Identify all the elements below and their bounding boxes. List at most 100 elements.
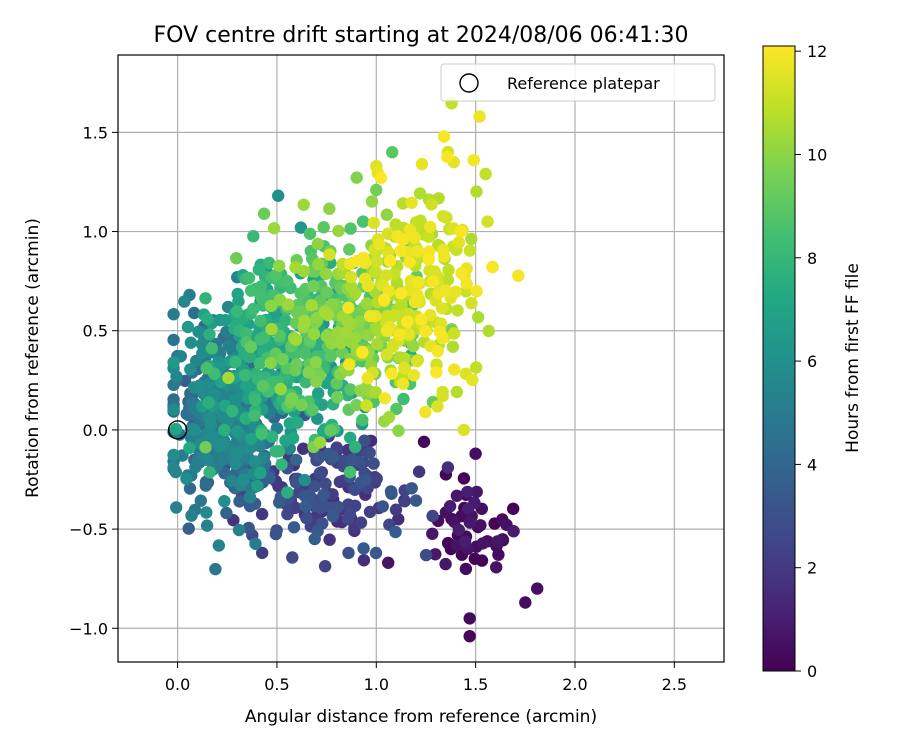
scatter-point (436, 389, 449, 403)
scatter-point (299, 376, 312, 389)
scatter-point (199, 441, 212, 454)
scatter-point (180, 472, 193, 485)
scatter-point (245, 432, 258, 445)
scatter-point (297, 442, 310, 455)
scatter-point (461, 485, 474, 499)
colorbar-tick-label: 4 (807, 455, 817, 474)
scatter-point (169, 422, 183, 436)
scatter-point (490, 561, 503, 574)
scatter-point (463, 612, 476, 625)
scatter-point (183, 482, 197, 495)
scatter-point (297, 198, 310, 211)
scatter-point (167, 356, 180, 369)
scatter-point (324, 424, 337, 437)
y-tick-label: 0.0 (83, 421, 108, 440)
scatter-point (242, 271, 256, 285)
scatter-point (307, 327, 321, 341)
scatter-point (519, 596, 532, 609)
scatter-point (426, 509, 439, 523)
scatter-point (323, 533, 336, 546)
scatter-point (202, 396, 215, 409)
scatter-point (448, 363, 461, 376)
scatter-point (430, 366, 443, 379)
scatter-point (203, 328, 216, 341)
scatter-point (291, 416, 304, 429)
scatter-point (481, 215, 494, 228)
scatter-point (181, 320, 195, 334)
scatter-point (251, 479, 264, 493)
grid-lines (118, 55, 724, 662)
scatter-point (281, 274, 294, 288)
scatter-point (422, 253, 435, 266)
scatter-point (415, 157, 429, 171)
scatter-point (415, 313, 428, 326)
scatter-point (254, 466, 267, 480)
scatter-point (324, 350, 337, 363)
scatter-point (486, 260, 499, 274)
scatter-point (369, 265, 382, 278)
legend-marker (459, 73, 479, 93)
scatter-point (407, 339, 420, 353)
scatter-point (281, 486, 294, 499)
scatter-point (196, 347, 209, 360)
scatter-point (335, 346, 349, 359)
scatter-point (465, 232, 478, 246)
scatter-point (344, 222, 357, 235)
scatter-point (476, 537, 489, 550)
scatter-point (242, 521, 255, 535)
scatter-point (237, 473, 250, 486)
scatter-point (386, 146, 399, 159)
scatter-point (184, 363, 197, 376)
scatter-point (342, 301, 355, 314)
colorbar-tick-label: 0 (807, 662, 817, 681)
scatter-point (230, 305, 243, 318)
scatter-point (302, 366, 315, 379)
scatter-point (470, 284, 483, 298)
scatter-point (323, 248, 336, 261)
scatter-point (356, 215, 370, 228)
scatter-point (266, 376, 279, 389)
scatter-point (482, 324, 495, 338)
scatter-point (458, 535, 472, 548)
scatter-point (182, 522, 195, 535)
scatter-point (381, 227, 395, 240)
scatter-point (492, 548, 505, 561)
scatter-point (413, 217, 426, 231)
scatter-point (326, 510, 339, 523)
scatter-points (167, 97, 544, 643)
scatter-point (424, 220, 437, 234)
scatter-point (411, 276, 425, 289)
x-tick-label: 0.0 (165, 675, 190, 694)
scatter-point (313, 467, 326, 480)
scatter-point (403, 223, 417, 237)
scatter-point (371, 337, 384, 351)
scatter-point (466, 373, 479, 387)
scatter-point (323, 202, 336, 215)
scatter-point (254, 314, 267, 328)
scatter-point (205, 342, 219, 355)
scatter-point (188, 423, 201, 436)
scatter-point (457, 472, 471, 485)
scatter-point (167, 448, 180, 462)
scatter-point (437, 250, 451, 263)
scatter-point (216, 436, 230, 450)
scatter-point (229, 457, 242, 471)
scatter-point (222, 371, 235, 385)
scatter-point (386, 340, 399, 353)
scatter-point (185, 509, 198, 522)
scatter-point (396, 233, 409, 246)
scatter-point (422, 230, 435, 243)
scatter-point (392, 424, 405, 437)
chart-title: FOV centre drift starting at 2024/08/06 … (154, 23, 689, 48)
scatter-point (451, 304, 464, 317)
scatter-point (491, 535, 504, 548)
scatter-point (320, 286, 333, 299)
scatter-point (257, 331, 271, 344)
scatter-point (470, 185, 483, 198)
scatter-point (231, 425, 244, 438)
scatter-point (367, 457, 380, 470)
scatter-point (364, 309, 377, 323)
scatter-point (361, 372, 374, 385)
scatter-point (319, 477, 332, 490)
scatter-point (470, 485, 483, 499)
